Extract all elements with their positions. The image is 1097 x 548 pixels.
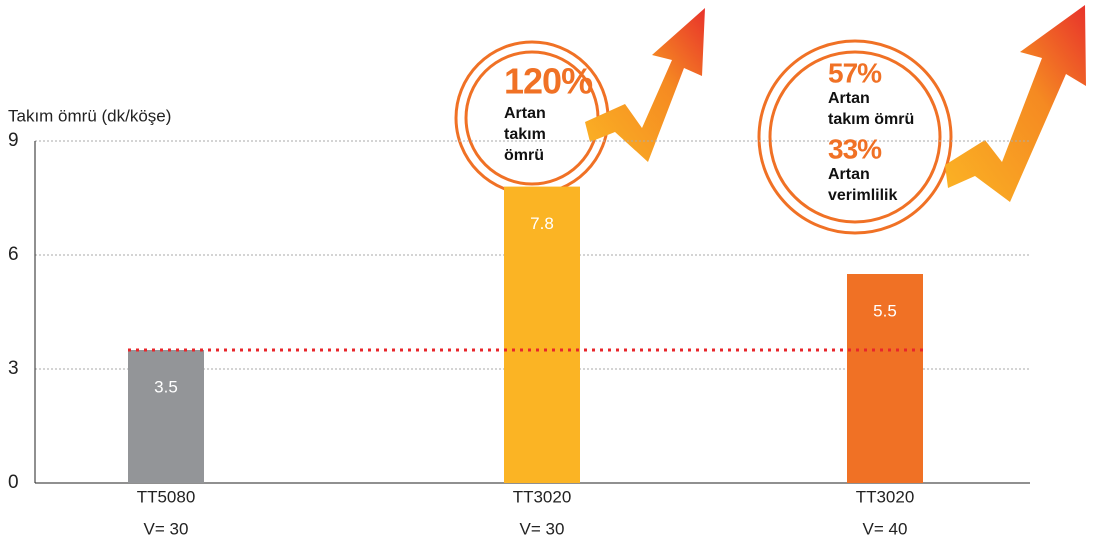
- annotation-text: Artan: [504, 105, 546, 122]
- annotation-text: takım: [504, 126, 546, 143]
- arrow: [945, 5, 1086, 202]
- bar: [847, 274, 923, 483]
- annotation-2: [757, 5, 1086, 235]
- annotation-value: 57%: [828, 57, 882, 88]
- annotation-text: ömrü: [504, 147, 544, 164]
- x-tick-label: TT5080: [137, 487, 196, 506]
- annotation-text: Artan: [828, 166, 870, 183]
- y-tick-label: 6: [8, 244, 19, 265]
- x-tick-sublabel: V= 30: [144, 519, 189, 538]
- x-tick-sublabel: V= 30: [520, 519, 565, 538]
- annotation-1: [454, 8, 705, 196]
- y-tick-label: 0: [8, 472, 19, 493]
- value-label: 5.5: [873, 301, 897, 320]
- annotation-value: 33%: [828, 133, 882, 164]
- annotation-text: takım ömrü: [828, 111, 914, 128]
- x-tick-label: TT3020: [513, 487, 572, 506]
- y-tick-label: 3: [8, 358, 19, 379]
- value-label: 3.5: [154, 377, 178, 396]
- annotation-ring: [768, 50, 942, 224]
- annotation-text: Artan: [828, 90, 870, 107]
- arrow: [585, 8, 705, 162]
- annotation-text: verimlilik: [828, 187, 897, 204]
- value-label: 7.8: [530, 214, 554, 233]
- x-tick-label: TT3020: [856, 487, 915, 506]
- x-tick-sublabel: V= 40: [863, 519, 908, 538]
- y-axis-label: Takım ömrü (dk/köşe): [8, 106, 171, 125]
- bar: [128, 350, 204, 483]
- bar: [504, 186, 580, 483]
- annotation-value: 120%: [504, 61, 593, 102]
- y-tick-label: 9: [8, 130, 19, 151]
